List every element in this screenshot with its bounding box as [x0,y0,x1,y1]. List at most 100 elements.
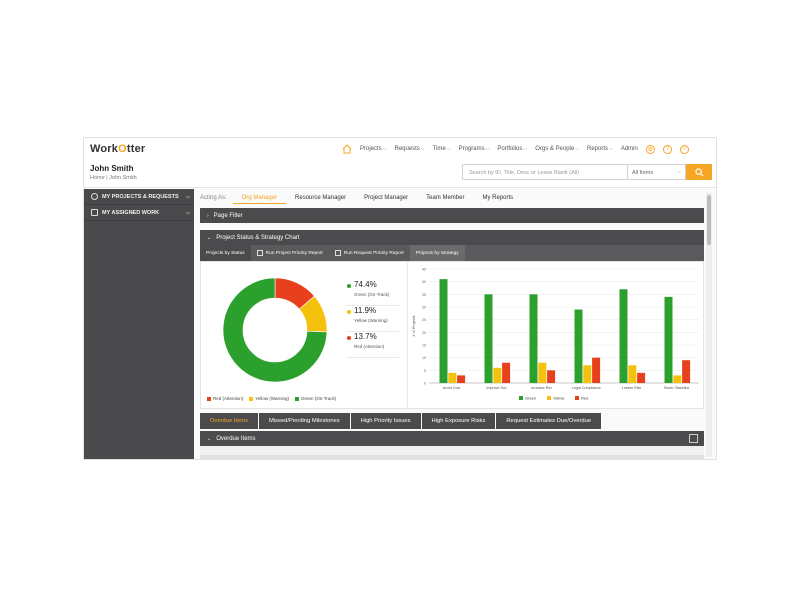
page-filter-panel[interactable]: › Page Filter [200,208,704,223]
chevron-down-icon: ⌄ [207,435,212,442]
legend-item-yellow[interactable]: Yellow (Warning) [249,396,289,401]
bar[interactable] [502,362,511,383]
user-icon [91,209,98,216]
legend-item-green[interactable]: Green (On-Track) [294,396,336,401]
bar[interactable] [538,362,547,383]
bar[interactable] [592,357,601,383]
chart-subtabs: Projects by Status Run Project Priority … [200,245,704,261]
workotter-logo[interactable]: WorkOtter [90,143,146,155]
overdue-items-panel[interactable]: ⌄ Overdue Items [200,431,704,446]
stat-label: Red (Attention) [354,344,385,349]
bar[interactable] [529,294,538,383]
yellow-dot-icon [347,310,351,314]
x-tick-label: Legal Compliance [572,386,601,390]
tab-high-priority-issues[interactable]: High Priority Issues [350,413,421,429]
tab-request-estimates[interactable]: Request Estimates Due/Overdue [496,413,602,429]
x-tick-label: Lessen Risk [622,386,642,390]
y-tick-label: 40 [422,280,426,284]
nav-reports[interactable]: Reports⌵ [587,146,613,152]
sidebar-item-label: MY PROJECTS & REQUESTS [102,193,179,200]
y-tick-label: 10 [422,356,426,360]
tab-resource-manager[interactable]: Resource Manager [295,195,347,201]
chevron-right-icon: › [207,212,209,219]
red-dot-icon [347,336,351,340]
panel-title: Overdue Items [216,435,256,442]
search-button[interactable] [686,164,712,180]
y-tick-label: 30 [422,306,426,310]
home-icon[interactable] [342,144,352,154]
bar[interactable] [439,279,448,383]
nav-projects[interactable]: Projects⌵ [360,146,387,152]
stat-red: 13.7% Red (Attention) [347,332,399,358]
green-dot-icon [347,284,351,288]
bar[interactable] [664,296,673,383]
tab-high-exposure-risks[interactable]: High Exposure Risks [421,413,496,429]
sidebar-item-label: MY ASSIGNED WORK [102,209,160,216]
nav-admin[interactable]: Admin [620,146,638,152]
nav-portfolios[interactable]: Portfolios⌵ [497,146,528,152]
legend-swatch[interactable] [519,396,523,400]
bar[interactable] [547,370,556,383]
nav-orgs-people[interactable]: Orgs & People⌵ [535,146,580,152]
search-input[interactable]: Search by ID, Title, Desc or Leave Blank… [462,164,628,180]
y-tick-label: 35 [422,293,426,297]
nav-time[interactable]: Time⌵ [432,146,451,152]
panel-title: Project Status & Strategy Chart [216,234,300,241]
project-status-panel[interactable]: ⌄ Project Status & Strategy Chart [200,230,704,245]
legend-swatch[interactable] [575,396,579,400]
tab-missed-pending-milestones[interactable]: Missed/Pending Milestones [259,413,350,429]
bar[interactable] [574,309,583,383]
status-donut-chart [222,277,328,383]
x-tick-label: Improve Svc [487,386,507,390]
chevron-down-icon: ⌄ [207,234,212,241]
sidebar-item-my-projects-requests[interactable]: MY PROJECTS & REQUESTS ⌵ [84,189,194,205]
tab-my-reports[interactable]: My Reports [482,195,514,201]
chevron-down-icon: ⌵ [186,194,190,200]
settings-icon[interactable]: ⚙ [645,144,655,154]
bar[interactable] [457,375,466,383]
bar[interactable] [448,372,457,383]
expand-icon[interactable] [689,434,698,443]
stat-percent: 11.9% [354,306,377,315]
projects-icon [91,193,98,200]
bar[interactable] [484,294,493,383]
bottom-tabs: Overdue Items Missed/Pending Milestones … [200,413,704,429]
x-tick-label: Avoid Cost [443,386,460,390]
legend-item-red[interactable]: Red (Attention) [207,396,243,401]
vertical-scrollbar[interactable] [706,193,712,457]
tab-team-member[interactable]: Team Member [426,195,465,201]
tab-project-manager[interactable]: Project Manager [364,195,409,201]
horizontal-scrollbar[interactable] [200,455,704,459]
stat-yellow: 11.9% Yellow (Warning) [347,306,399,332]
legend-swatch[interactable] [547,396,551,400]
tab-projects-by-strategy[interactable]: Projects by Strategy [409,245,465,261]
scrollbar-thumb[interactable] [707,195,711,245]
bar[interactable] [628,365,637,383]
bar[interactable] [673,375,682,383]
nav-programs[interactable]: Programs⌵ [458,146,490,152]
tab-overdue-items[interactable]: Overdue Items [200,413,259,429]
tab-projects-by-status[interactable]: Projects by Status [200,245,251,261]
acting-as-label: Acting As: [200,195,227,201]
stat-percent: 74.4% [354,280,377,289]
help-icon[interactable]: ? [662,144,672,154]
top-navigation: WorkOtter Projects⌵ Requests⌵ Time⌵ Prog… [84,138,716,160]
report-icon [256,250,263,256]
donut-slice[interactable] [222,277,328,383]
bar[interactable] [637,372,646,383]
nav-requests[interactable]: Requests⌵ [394,146,425,152]
y-tick-label: 20 [422,331,426,335]
legend-label: Red [581,396,588,401]
run-project-priority-report-button[interactable]: Run Project Priority Report [251,245,329,261]
scope-select[interactable]: All Items ⌵ [628,164,686,180]
sidebar-item-my-assigned-work[interactable]: MY ASSIGNED WORK ⌵ [84,205,194,221]
bar[interactable] [682,360,691,383]
bar[interactable] [583,365,592,383]
user-profile-icon[interactable]: ☺ [679,144,689,154]
breadcrumb[interactable]: Home | John Smith [90,175,137,181]
tab-org-manager[interactable]: Org Manager [232,193,287,204]
run-request-priority-report-button[interactable]: Run Request Priority Report [329,245,410,261]
main-menu: Projects⌵ Requests⌵ Time⌵ Programs⌵ Port… [342,144,689,154]
bar[interactable] [493,367,502,383]
bar[interactable] [619,289,628,383]
